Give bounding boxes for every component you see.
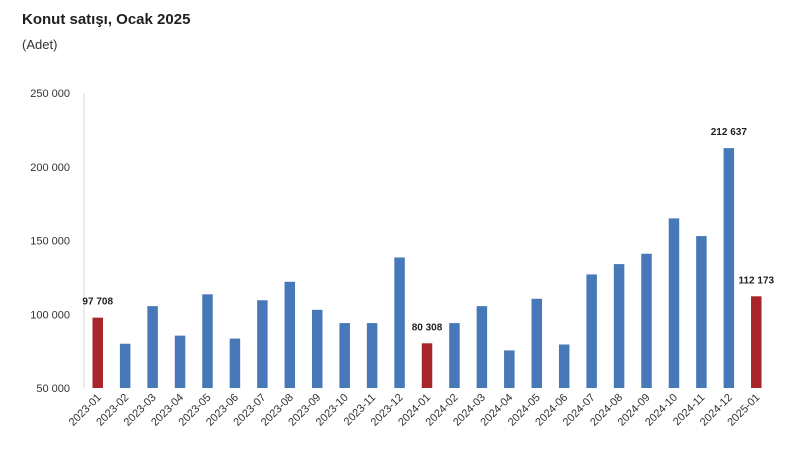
bar-2024-08 <box>613 264 625 388</box>
bar-2023-08 <box>284 281 296 388</box>
y-tick-label: 100 000 <box>30 309 70 321</box>
bar-2024-04 <box>504 350 515 388</box>
bar-2023-09 <box>311 309 323 388</box>
y-tick-label: 50 000 <box>36 383 70 395</box>
data-label-2024-12: 212 637 <box>711 127 748 138</box>
y-tick-label: 200 000 <box>30 162 70 174</box>
bar-2023-10 <box>339 323 350 388</box>
data-label-2023-01: 97 708 <box>82 297 113 308</box>
bar-2024-05 <box>531 298 543 388</box>
chart-subtitle: (Adet) <box>22 37 58 52</box>
bar-2024-11 <box>696 236 707 388</box>
bar-2024-07 <box>586 274 597 388</box>
bar-2023-11 <box>366 323 378 388</box>
bar-2023-03 <box>147 306 158 388</box>
data-labels-group: 97 708 80 308 212 637 112 173 <box>82 127 774 333</box>
bar-2023-12 <box>394 257 405 388</box>
data-label-2025-01: 112 173 <box>738 275 774 286</box>
y-tick-label: 250 000 <box>30 88 70 100</box>
x-axis-ticks: 2023-012023-022023-032023-042023-052023-… <box>67 392 763 429</box>
bar-2024-03 <box>476 306 488 388</box>
bars-group <box>92 148 762 388</box>
bar-2024-12 <box>723 148 735 388</box>
bar-2024-02 <box>449 323 460 388</box>
bar-2025-01 <box>751 296 762 388</box>
bar-2023-06 <box>229 338 241 388</box>
y-tick-label: 150 000 <box>30 236 70 248</box>
data-label-2024-01: 80 308 <box>412 322 443 333</box>
y-axis-ticks: 50 000 100 000 150 000 200 000 250 000 <box>30 88 70 395</box>
bar-2024-01 <box>421 343 433 388</box>
bar-2023-04 <box>174 335 186 388</box>
bar-2024-10 <box>668 218 680 388</box>
bar-2023-07 <box>257 300 268 388</box>
bar-2024-06 <box>558 344 570 388</box>
bar-2023-02 <box>119 343 131 388</box>
bar-2024-09 <box>641 253 652 388</box>
chart-title: Konut satışı, Ocak 2025 <box>22 11 191 28</box>
bar-2023-05 <box>202 294 213 388</box>
bar-2023-01 <box>92 317 103 388</box>
